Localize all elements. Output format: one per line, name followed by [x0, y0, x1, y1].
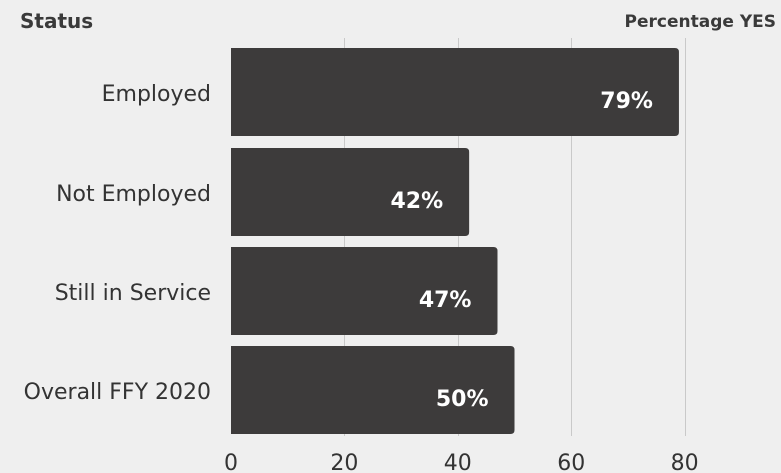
data-label: 47%: [419, 288, 472, 313]
category-labels: Employed Not Employed Still in Service Over…: [24, 82, 211, 405]
category-label: Not Employed: [56, 182, 211, 207]
data-label: 79%: [600, 89, 653, 114]
bar-not-employed: [231, 148, 470, 236]
bars: 79% 42% 47% 50%: [231, 48, 679, 434]
x-tick-label: 0: [224, 451, 238, 473]
data-label: 50%: [436, 387, 489, 412]
x-axis-ticks: 0 20 40 60 80: [224, 451, 699, 473]
data-label: 42%: [390, 189, 443, 214]
category-label: Employed: [102, 82, 211, 107]
bar-employed: [231, 48, 679, 136]
x-axis-header: Percentage YES: [625, 12, 776, 32]
bar-overall-ffy-2020: [231, 346, 515, 434]
x-tick-label: 40: [444, 451, 472, 473]
x-tick-label: 20: [330, 451, 358, 473]
y-axis-header: Status: [20, 9, 93, 33]
x-tick-label: 80: [671, 451, 699, 473]
category-label: Still in Service: [55, 281, 211, 306]
bar-still-in-service: [231, 247, 498, 335]
category-label: Overall FFY 2020: [24, 380, 211, 405]
x-tick-label: 60: [557, 451, 585, 473]
